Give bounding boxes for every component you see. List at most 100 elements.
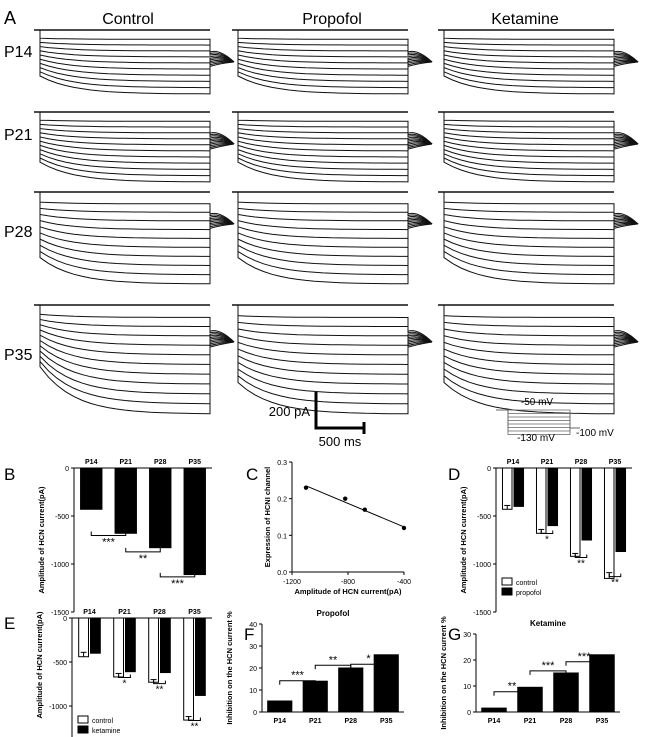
current-trace [34, 29, 235, 89]
data-point [362, 507, 367, 512]
category-label: P28 [154, 459, 167, 466]
current-trace [232, 304, 433, 415]
current-trace [232, 111, 433, 145]
y-tick-label: -500 [53, 660, 67, 667]
current-trace [34, 304, 235, 356]
panel-letter-d: D [448, 465, 460, 484]
bar [148, 617, 159, 683]
significance-label: ** [156, 685, 164, 696]
protocol-step-label: -130 mV [517, 433, 555, 444]
significance-bracket [118, 674, 131, 678]
bar [615, 467, 627, 553]
row-label-p14: P14 [4, 44, 33, 61]
charts-group: B 0 -500 -1000 -1500 Amplitude of HCN current… [4, 459, 632, 737]
current-trace [34, 29, 235, 70]
current-trace [438, 191, 639, 231]
trace-set [438, 29, 639, 95]
current-trace [438, 111, 639, 170]
significance-label: *** [171, 578, 185, 590]
protocol-step [507, 410, 580, 435]
current-trace [34, 111, 235, 152]
current-trace [232, 191, 433, 257]
category-label: P14 [83, 609, 96, 616]
current-trace [438, 191, 639, 225]
voltage-protocol [496, 409, 580, 435]
legend-swatch [77, 715, 89, 724]
current-trace [438, 111, 639, 183]
current-trace [232, 304, 433, 346]
current-trace [232, 29, 433, 63]
fit-line [305, 485, 405, 528]
current-trace [232, 191, 433, 239]
y-tick-label: -500 [477, 514, 491, 521]
bar [338, 667, 364, 713]
current-trace [438, 111, 639, 152]
y-tick-label: 20 [249, 666, 257, 673]
bar [80, 467, 103, 510]
category-label: P28 [153, 609, 166, 616]
current-trace [232, 111, 433, 145]
y-tick-label: 20 [463, 658, 471, 665]
current-trace [34, 304, 235, 343]
x-tick-label: -800 [341, 579, 355, 586]
legend-swatch [501, 587, 513, 596]
current-trace [438, 29, 639, 63]
current-trace [34, 191, 235, 225]
current-trace [232, 111, 433, 152]
significance-label: ** [329, 654, 338, 666]
current-trace [232, 111, 433, 183]
chart-title: Propofol [317, 609, 350, 618]
y-tick-label: -1500 [51, 610, 69, 617]
category-label: P14 [507, 459, 520, 466]
significance-bracket [574, 554, 588, 558]
current-trace [34, 29, 235, 63]
current-trace [438, 191, 639, 225]
scale-time-label: 500 ms [319, 434, 362, 449]
panel-letter-c: C [246, 465, 258, 484]
significance-bracket [350, 663, 387, 669]
current-trace [232, 191, 433, 225]
chart-panel-f: 0 10 20 30 40 Inhibition on the HCN current %… [225, 609, 404, 725]
bar [501, 467, 513, 510]
current-trace [438, 191, 639, 285]
category-label: P14 [274, 718, 287, 725]
significance-bracket [279, 680, 316, 685]
chart-panel-e: 0 -500 -1000 -1500 Amplitude of HCN current(… [35, 609, 212, 737]
current-trace [34, 304, 235, 346]
legend-label: control [516, 580, 537, 587]
current-trace [34, 29, 235, 64]
bar [160, 617, 171, 674]
category-label: P35 [189, 459, 202, 466]
significance-bracket [90, 531, 127, 536]
current-trace [34, 29, 235, 63]
current-trace [438, 304, 639, 343]
bar [603, 467, 615, 579]
current-trace [34, 191, 235, 239]
category-label: P21 [120, 459, 133, 466]
current-trace [34, 29, 235, 63]
y-tick-label: 0.1 [277, 533, 287, 540]
significance-label: ** [191, 722, 199, 733]
significance-bracket [608, 573, 622, 578]
x-tick-label: -400 [397, 579, 411, 586]
current-trace [34, 29, 235, 76]
current-trace [232, 29, 433, 63]
current-trace [232, 29, 433, 76]
significance-label: *** [578, 651, 592, 663]
current-trace [438, 304, 639, 395]
trace-set [232, 304, 433, 415]
panel-letter-b: B [4, 465, 15, 484]
current-trace [34, 304, 235, 375]
y-tick-label: 0.3 [277, 460, 287, 467]
current-trace [34, 191, 235, 276]
current-trace [232, 304, 433, 366]
current-trace [232, 111, 433, 164]
bar [183, 617, 194, 721]
column-label-control: Control [102, 11, 154, 28]
current-trace [34, 304, 235, 343]
bar [113, 617, 124, 678]
significance-label: ** [139, 553, 148, 565]
significance-label: ** [508, 681, 517, 693]
current-trace [438, 29, 639, 95]
